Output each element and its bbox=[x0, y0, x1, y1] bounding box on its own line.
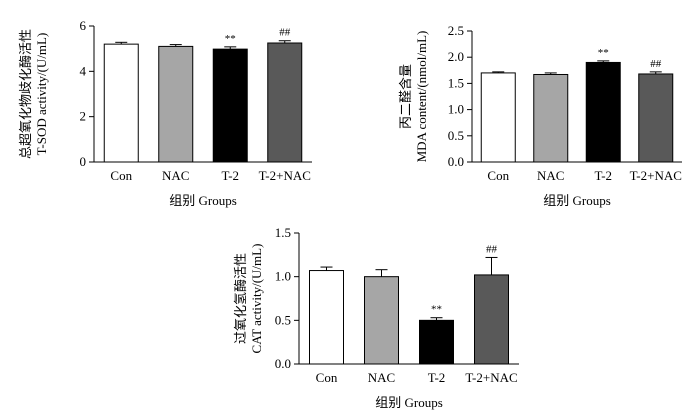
bar-t-2 bbox=[585, 61, 621, 163]
bar-con bbox=[103, 43, 139, 163]
y-axis-label-en: T-SOD activity/(U/mL) bbox=[34, 33, 49, 156]
y-tick-label: 0.0 bbox=[275, 356, 291, 371]
y-tick-label: 0 bbox=[80, 154, 87, 169]
bar-con bbox=[309, 270, 344, 365]
bar-nac bbox=[533, 73, 569, 163]
chart-panel-t-sod: 0 2 4 6 Con NAC ** T-2 ## T-2+NAC 组别 Groups 总超氧化物歧化… bbox=[18, 18, 312, 208]
category-label: Con bbox=[316, 370, 338, 385]
y-tick-label: 0.0 bbox=[448, 154, 464, 169]
y-tick-label: 1.5 bbox=[448, 75, 464, 90]
y-tick-label: 1.0 bbox=[448, 102, 464, 117]
y-axis-label-cn: 过氧化氢酶活性 bbox=[233, 253, 248, 344]
bar-t-2-nac bbox=[474, 274, 509, 365]
bar-t-2-nac bbox=[267, 42, 303, 163]
category-label: T-2 bbox=[428, 370, 446, 385]
x-axis-label: 组别 Groups bbox=[169, 193, 237, 208]
y-tick-label: 4 bbox=[80, 63, 87, 78]
category-label: NAC bbox=[368, 370, 395, 385]
chart-panel-mda: 0.0 0.5 1.0 1.5 2.0 2.5 Con NAC ** T-2 ## T-2+NAC 组别… bbox=[398, 23, 682, 208]
category-label: NAC bbox=[162, 168, 189, 183]
bar-t-2 bbox=[419, 319, 454, 365]
bar-t-2-nac bbox=[638, 73, 674, 163]
category-label: NAC bbox=[537, 168, 564, 183]
y-tick-label: 0.5 bbox=[448, 128, 464, 143]
chart-panel-cat: 0.0 0.5 1.0 1.5 Con NAC ** T-2 ## T-2+NAC 组别 Group… bbox=[233, 225, 519, 410]
category-label: T-2+NAC bbox=[630, 168, 682, 183]
bar-con bbox=[480, 72, 516, 163]
significance-label: ## bbox=[279, 27, 291, 39]
significance-label: ## bbox=[486, 243, 498, 255]
significance-label: ** bbox=[431, 304, 442, 316]
category-label: T-2 bbox=[594, 168, 612, 183]
y-tick-label: 2.5 bbox=[448, 23, 464, 38]
y-tick-label: 2 bbox=[80, 109, 87, 124]
y-axis-label-cn: 丙二醛含量 bbox=[398, 64, 413, 129]
y-axis-label-en: CAT activity/(U/mL) bbox=[249, 244, 264, 354]
bar-t-2 bbox=[212, 48, 248, 163]
y-tick-label: 6 bbox=[80, 18, 87, 33]
x-axis-label: 组别 Groups bbox=[375, 395, 443, 410]
significance-label: ** bbox=[225, 33, 236, 45]
y-tick-label: 2.0 bbox=[448, 49, 464, 64]
category-label: T-2+NAC bbox=[259, 168, 311, 183]
y-axis-label-en: MDA content/(nmol/mL) bbox=[414, 31, 429, 163]
y-tick-label: 0.5 bbox=[275, 312, 291, 327]
x-axis-label: 组别 Groups bbox=[543, 193, 611, 208]
category-label: Con bbox=[110, 168, 132, 183]
bar-nac bbox=[364, 276, 399, 365]
bar-nac bbox=[158, 45, 194, 163]
y-axis-label-cn: 总超氧化物歧化酶活性 bbox=[18, 29, 33, 159]
significance-label: ## bbox=[650, 58, 662, 70]
category-label: T-2 bbox=[221, 168, 239, 183]
category-label: Con bbox=[487, 168, 509, 183]
category-label: T-2+NAC bbox=[465, 370, 517, 385]
significance-label: ** bbox=[598, 47, 609, 59]
y-tick-label: 1.0 bbox=[275, 269, 291, 284]
y-tick-label: 1.5 bbox=[275, 225, 291, 240]
